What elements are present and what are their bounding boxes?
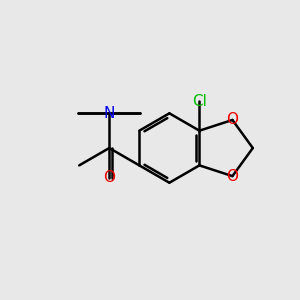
Text: O: O — [226, 169, 238, 184]
Text: O: O — [103, 170, 115, 185]
Text: Cl: Cl — [192, 94, 207, 109]
Text: O: O — [226, 112, 238, 128]
Text: N: N — [103, 106, 115, 121]
